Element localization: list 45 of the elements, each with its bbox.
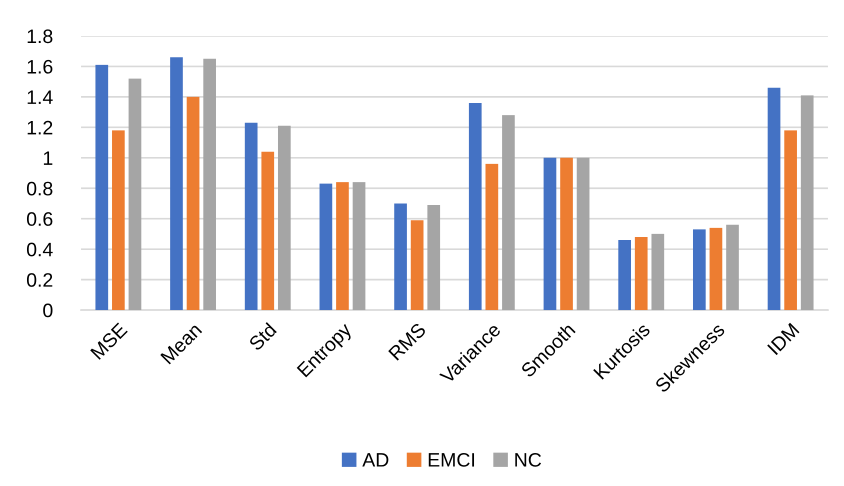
- bar: [278, 126, 291, 310]
- x-tick-label: Std: [248, 322, 277, 352]
- bar: [468, 102, 482, 310]
- bar: [544, 158, 556, 310]
- bar: [576, 158, 590, 310]
- x-tick-label: IDM: [767, 322, 800, 356]
- bar: [560, 158, 573, 310]
- y-tick-label: 1.6: [28, 60, 52, 74]
- bar: [112, 130, 125, 310]
- y-tick-label: 1: [44, 151, 52, 165]
- bar: [170, 57, 183, 310]
- bar: [634, 236, 648, 310]
- bar: [710, 228, 722, 310]
- bar: [784, 130, 797, 310]
- bar: [427, 204, 440, 310]
- bar: [128, 78, 142, 310]
- bar: [618, 240, 631, 310]
- bar: [203, 58, 216, 310]
- bar: [726, 224, 739, 310]
- y-tick-label: 1.4: [28, 90, 53, 104]
- bar: [244, 122, 258, 310]
- bar: [336, 182, 349, 310]
- bar: [651, 234, 664, 310]
- bar: [768, 88, 780, 310]
- y-tick-label: 0.4: [26, 242, 53, 256]
- y-tick-label: 0.2: [26, 273, 52, 287]
- bar: [352, 182, 366, 310]
- y-tick-label: 0: [43, 304, 52, 318]
- y-tick-label: 0.8: [26, 182, 52, 196]
- bar: [186, 96, 200, 310]
- bar: [692, 229, 706, 310]
- legend-label: NC: [515, 452, 542, 467]
- y-tick-label: 1.8: [28, 29, 52, 44]
- y-tick-label: 0.6: [26, 212, 52, 226]
- bar: [95, 64, 108, 310]
- y-tick-label: 1.2: [28, 120, 52, 134]
- legend-label: AD: [362, 453, 388, 467]
- bar: [800, 95, 814, 310]
- bar: [394, 203, 407, 310]
- bar: [485, 164, 498, 310]
- bar: [410, 220, 424, 310]
- legend-label: EMCI: [428, 452, 474, 467]
- bar: [261, 152, 274, 310]
- bar: [502, 115, 515, 310]
- bar: [320, 184, 332, 310]
